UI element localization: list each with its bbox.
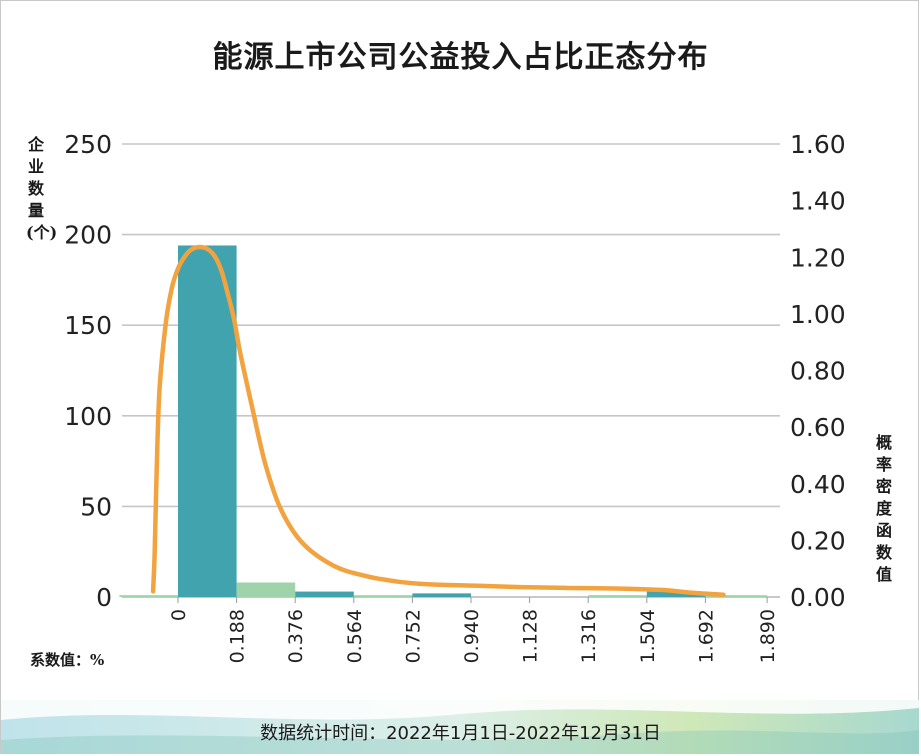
bar xyxy=(178,245,237,598)
x-tick-label: 0.752 xyxy=(402,609,424,663)
x-tick-label: 0.564 xyxy=(344,609,366,663)
x-tick-label: 0 xyxy=(168,609,190,621)
density-curve xyxy=(150,244,726,597)
x-tick-label: 1.504 xyxy=(637,609,659,663)
chart-title: 能源上市公司公益投入占比正态分布 xyxy=(212,40,709,75)
y2-tick-label: 1.60 xyxy=(790,130,846,159)
y2-tick-label: 0.60 xyxy=(790,413,846,442)
footer-date-range: 数据统计时间：2022年1月1日-2022年12月31日 xyxy=(260,723,661,744)
bar xyxy=(119,595,178,597)
y2-tick-label: 1.00 xyxy=(790,300,846,329)
x-tick-label: 0.376 xyxy=(285,609,307,663)
x-tick-label: 1.890 xyxy=(757,609,779,663)
y2-tick-label: 0.40 xyxy=(790,470,846,499)
bars xyxy=(119,245,768,598)
y2-tick-label: 1.20 xyxy=(790,243,846,272)
y-tick-label: 150 xyxy=(64,311,112,340)
y-tick-label: 0 xyxy=(96,583,112,612)
y-tick-label: 200 xyxy=(64,221,112,250)
y2-tick-label: 0.80 xyxy=(790,357,846,386)
bar xyxy=(646,591,706,597)
y-tick-label: 50 xyxy=(80,492,112,521)
x-tick-label: 1.692 xyxy=(695,609,717,663)
bar xyxy=(588,595,647,597)
y2-tick-label: 0.00 xyxy=(790,583,846,612)
density-line xyxy=(150,244,726,597)
bar xyxy=(236,582,296,597)
bar xyxy=(412,593,471,597)
y2-tick-label: 1.40 xyxy=(790,187,846,216)
x-tick-label: 0.940 xyxy=(461,609,483,663)
x-tick-label: 1.316 xyxy=(578,609,600,663)
y-tick-label: 100 xyxy=(64,402,112,431)
x-tick-label: 1.128 xyxy=(520,609,542,663)
x-ticks: 0 0.188 0.376 0.564 0.752 0.940 1.128 1.316 1.50… xyxy=(168,597,779,663)
bar xyxy=(353,595,413,597)
y-ticks-left: 0 50 100 150 200 250 xyxy=(64,130,112,612)
y-tick-label: 250 xyxy=(64,130,112,159)
y-ticks-right: 0.00 0.20 0.40 0.60 0.80 1.00 1.20 1.40 1.60 xyxy=(790,130,846,612)
bar xyxy=(295,591,354,597)
y-axis-label-right: 概率密度函数值 xyxy=(875,433,892,584)
bar xyxy=(705,595,768,597)
footer-decoration-band xyxy=(1,700,919,754)
y2-tick-label: 0.20 xyxy=(790,526,846,555)
x-tick-label: 0.188 xyxy=(227,609,249,663)
x-axis-unit-label: 系数值：% xyxy=(30,651,105,669)
